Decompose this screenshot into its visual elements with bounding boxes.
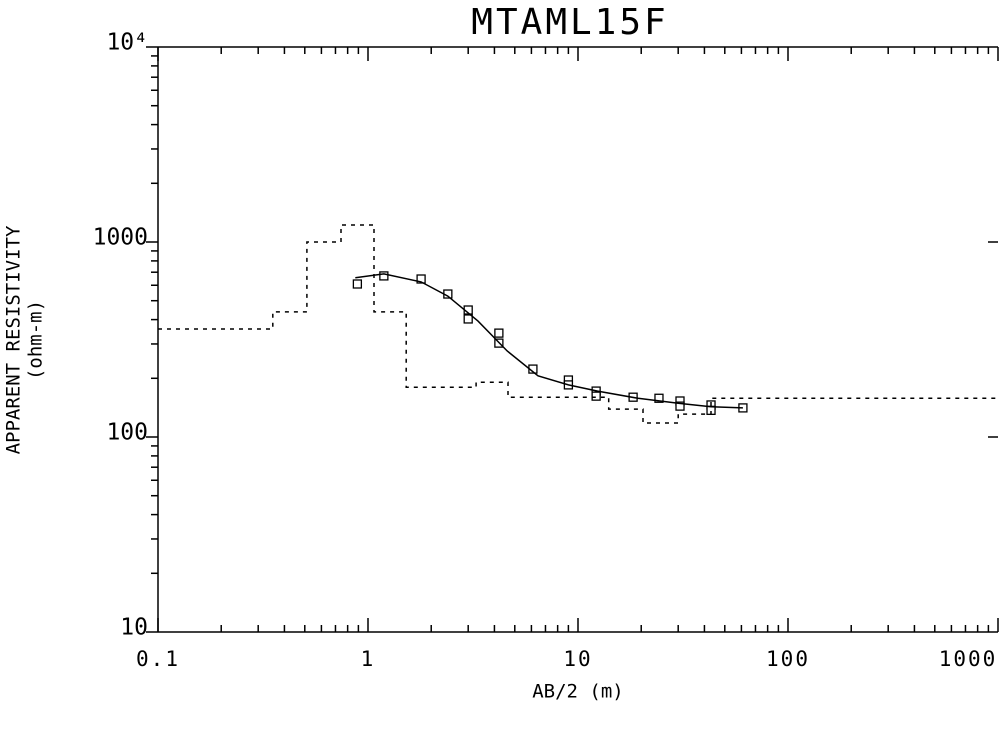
y-tick-label: 1000	[93, 225, 148, 251]
data-marker	[675, 401, 685, 411]
data-marker	[416, 274, 426, 284]
y-tick-label: 100	[106, 420, 148, 446]
x-tick-label: 0.1	[136, 647, 180, 671]
data-marker	[379, 271, 389, 281]
data-marker	[654, 393, 664, 403]
y-tick-label: 10⁴	[106, 30, 148, 56]
x-tick-label: 10	[563, 647, 592, 671]
data-marker	[463, 314, 473, 324]
x-tick-label: 1000	[939, 647, 998, 671]
y-tick-label: 10	[120, 615, 148, 641]
data-marker	[352, 279, 363, 289]
data-marker	[494, 328, 504, 338]
x-axis-label: AB/2 (m)	[532, 681, 624, 703]
data-marker	[591, 391, 601, 401]
model-steps	[158, 224, 998, 424]
y-axis-unit: (ohm-m)	[25, 300, 47, 380]
y-axis-label: APPARENT RESISTIVITY	[3, 225, 25, 454]
fit-curve	[355, 273, 743, 409]
x-tick-label: 100	[766, 647, 810, 671]
x-tick-label: 1	[361, 647, 376, 671]
chart-title: MTAML15F	[471, 2, 668, 43]
